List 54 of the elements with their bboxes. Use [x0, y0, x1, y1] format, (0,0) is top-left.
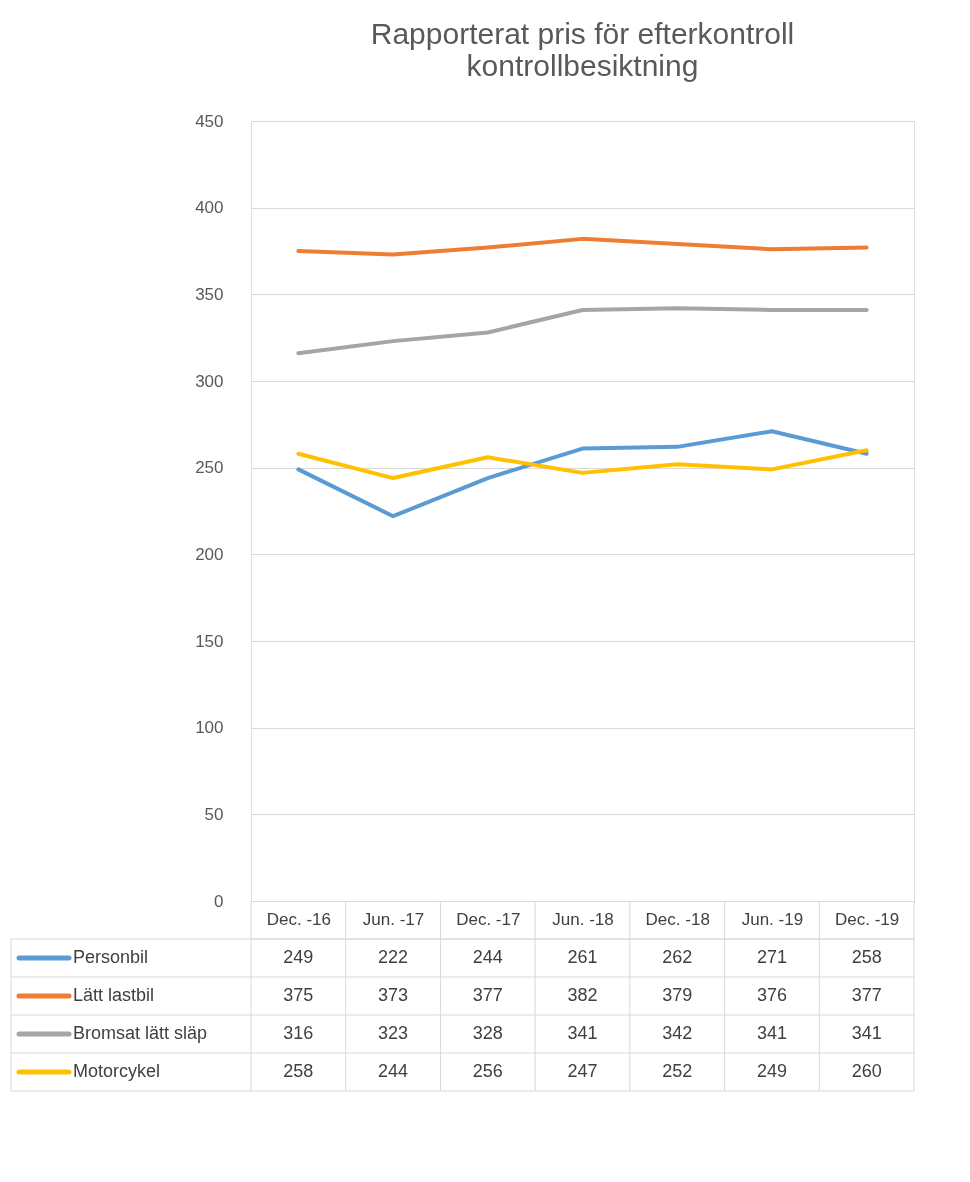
data-label: 260: [851, 1061, 882, 1081]
data-label: 328: [472, 1023, 503, 1043]
data-label: 379: [662, 985, 693, 1005]
data-label: 377: [851, 985, 882, 1005]
y-tick-label: 300: [195, 371, 224, 391]
x-tick-label: Dec. -19: [835, 909, 900, 929]
legend-label: Motorcykel: [73, 1061, 161, 1081]
data-label: 256: [472, 1061, 503, 1081]
line-series: [296, 306, 869, 356]
data-label: 342: [662, 1023, 693, 1043]
data-label: 341: [756, 1023, 787, 1043]
data-label: 249: [283, 947, 314, 967]
y-tick-label: 250: [195, 458, 224, 478]
data-label: 376: [756, 985, 787, 1005]
y-tick-label: 0: [214, 891, 224, 911]
y-tick-label: 150: [195, 631, 224, 651]
x-tick-label: Jun. -18: [552, 909, 614, 929]
x-tick-label: Dec. -16: [266, 909, 331, 929]
y-tick-label: 450: [195, 111, 224, 131]
line-series: [296, 236, 869, 257]
data-label: 244: [378, 1061, 409, 1081]
x-tick-label: Jun. -19: [741, 909, 804, 929]
data-label: 262: [662, 947, 693, 967]
legend-label: Lätt lastbil: [73, 985, 155, 1005]
x-tick-label: Dec. -17: [456, 909, 521, 929]
data-label: 252: [662, 1061, 693, 1081]
data-label: 258: [851, 947, 882, 967]
y-tick-label: 50: [204, 804, 224, 824]
data-label: 261: [567, 947, 598, 967]
data-label: 341: [851, 1023, 882, 1043]
data-label: 249: [756, 1061, 787, 1081]
chart-title: Rapporterat pris för efterkontroll kontrollbesiktning: [370, 17, 795, 82]
x-tick-label: Dec. -18: [645, 909, 710, 929]
data-label: 323: [378, 1023, 409, 1043]
data-label: 222: [378, 947, 409, 967]
y-tick-label: 400: [195, 198, 224, 218]
data-label: 247: [567, 1061, 598, 1081]
data-label: 316: [283, 1023, 314, 1043]
line-series: [296, 429, 869, 519]
data-label: 375: [283, 985, 314, 1005]
y-tick-label: 100: [195, 718, 224, 738]
x-tick-label: Jun. -17: [362, 909, 425, 929]
data-label: 244: [472, 947, 503, 967]
line-series: [296, 448, 869, 481]
data-label: 258: [283, 1061, 314, 1081]
legend-label: Bromsat lätt släp: [73, 1023, 208, 1043]
y-tick-label: 350: [195, 284, 224, 304]
data-label: 271: [756, 947, 787, 967]
data-label: 377: [472, 985, 503, 1005]
data-label: 341: [567, 1023, 598, 1043]
data-label: 373: [378, 985, 409, 1005]
legend-label: Personbil: [73, 947, 149, 967]
data-label: 382: [567, 985, 598, 1005]
y-tick-label: 200: [195, 544, 224, 564]
